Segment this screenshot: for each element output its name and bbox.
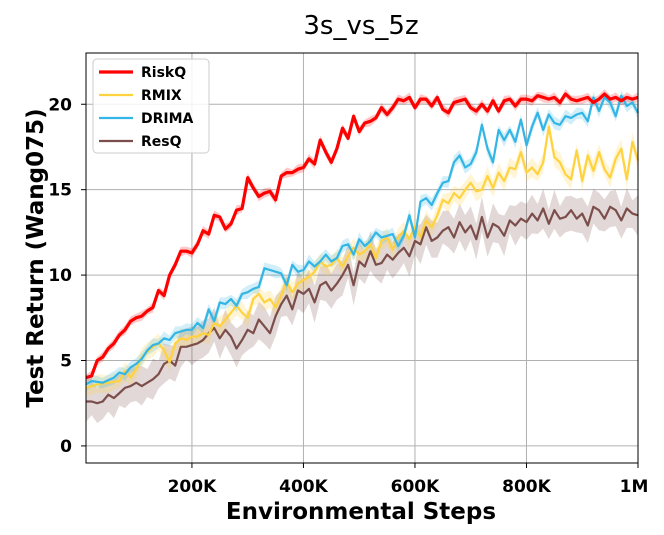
legend-label-resq: ResQ (141, 134, 182, 150)
legend-label-riskq: RiskQ (141, 65, 186, 81)
band-drima (86, 90, 638, 391)
series-lines (85, 92, 640, 405)
y-tick-label: 0 (60, 437, 72, 457)
line-resq (86, 205, 639, 405)
x-axis-label: Environmental Steps (226, 499, 496, 525)
legend-label-rmix: RMIX (141, 88, 182, 104)
legend: RiskQ RMIX DRIMA ResQ (92, 58, 210, 154)
x-tick-label: 800K (502, 477, 551, 497)
y-axis-label: Test Return (Wang075) (23, 108, 49, 407)
line-riskq (85, 92, 639, 380)
y-tick-label: 10 (48, 266, 72, 286)
x-tick-label: 600K (391, 477, 440, 497)
y-tick-label: 15 (48, 181, 72, 201)
plot-frame (85, 52, 639, 464)
x-axis-ticks: 200K 400K 600K 800K 1M (168, 463, 649, 497)
line-rmix (85, 125, 640, 389)
band-rmix (86, 117, 638, 397)
line-drima (85, 94, 639, 386)
band-resq (86, 187, 638, 423)
x-tick-label: 1M (620, 477, 649, 497)
legend-box (92, 58, 210, 154)
legend-label-drima: DRIMA (141, 111, 194, 127)
y-tick-label: 5 (60, 352, 72, 372)
y-axis-ticks: 0 5 10 15 20 (48, 95, 86, 457)
x-tick-label: 200K (168, 477, 217, 497)
y-tick-label: 20 (48, 95, 72, 115)
confidence-bands (86, 88, 638, 423)
x-tick-label: 400K (279, 477, 328, 497)
chart-title: 3s_vs_5z (303, 11, 418, 41)
